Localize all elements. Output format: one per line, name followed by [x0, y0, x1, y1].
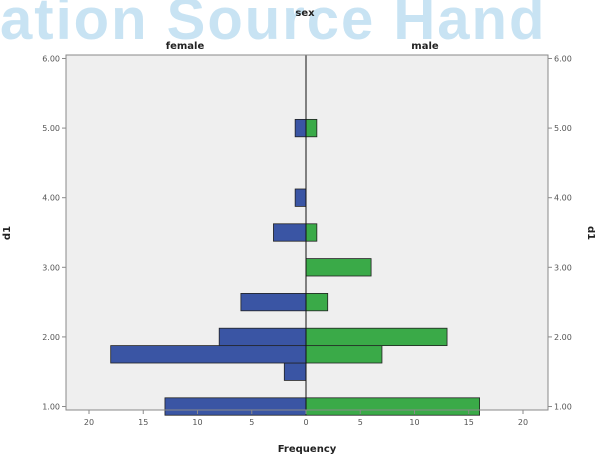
x-tick-label-4: 0 [303, 418, 308, 427]
x-tick-label-1: 15 [138, 418, 148, 427]
y-tick-label-right-0: 1.00 [554, 403, 572, 412]
bar-female-3 [218, 327, 307, 347]
y-tick-label-right-1: 2.00 [554, 333, 572, 342]
y-tick-label-left-0: 1.00 [42, 403, 60, 412]
y-tick-label-right-2: 3.00 [554, 263, 572, 272]
x-tick-label-3: 5 [249, 418, 254, 427]
bar-male-6 [305, 118, 318, 138]
axis-ticks-group: 20 15 10 5 0 5 10 15 20 1.00 1.00 2.00 2.00 3.00 3.00 4… [42, 54, 572, 427]
bar-male-1 [305, 345, 383, 364]
bar-male-2 [305, 327, 448, 347]
bar-male-4 [305, 258, 372, 277]
bar-female-6 [294, 188, 307, 207]
bar-male-3 [305, 293, 329, 312]
bar-female-5 [273, 223, 307, 242]
x-tick-label-6: 10 [409, 418, 419, 427]
bars-group [110, 118, 481, 416]
y-tick-label-right-3: 4.00 [554, 194, 572, 203]
y-axis-label-left: d1 [2, 226, 13, 240]
x-tick-label-2: 10 [192, 418, 202, 427]
y-tick-label-left-1: 2.00 [42, 333, 60, 342]
y-tick-label-left-4: 5.00 [42, 124, 60, 133]
x-tick-label-8: 20 [518, 418, 528, 427]
panel-title-female: female [166, 41, 205, 52]
bar-female-1 [283, 362, 307, 381]
y-tick-label-left-5: 6.00 [42, 54, 60, 63]
x-tick-label-7: 15 [464, 418, 474, 427]
bar-female-4 [240, 293, 307, 312]
plot-frame [65, 54, 549, 411]
bar-male-0 [305, 397, 481, 416]
bar-male-5 [305, 223, 318, 242]
y-tick-label-right-5: 6.00 [554, 54, 572, 63]
y-tick-label-left-2: 3.00 [42, 263, 60, 272]
bar-female-2 [110, 345, 307, 364]
panel-title-male: male [411, 41, 439, 52]
bar-female-7 [294, 118, 307, 138]
plot-area [65, 54, 549, 416]
y-tick-label-left-3: 4.00 [42, 194, 60, 203]
x-tick-label-5: 5 [358, 418, 363, 427]
chart-title: sex [295, 8, 315, 19]
y-axis-label-right: d1 [585, 226, 595, 240]
bar-female-0 [164, 397, 307, 416]
x-axis-label: Frequency [278, 444, 337, 455]
y-tick-label-right-4: 5.00 [554, 124, 572, 133]
x-tick-label-0: 20 [84, 418, 94, 427]
